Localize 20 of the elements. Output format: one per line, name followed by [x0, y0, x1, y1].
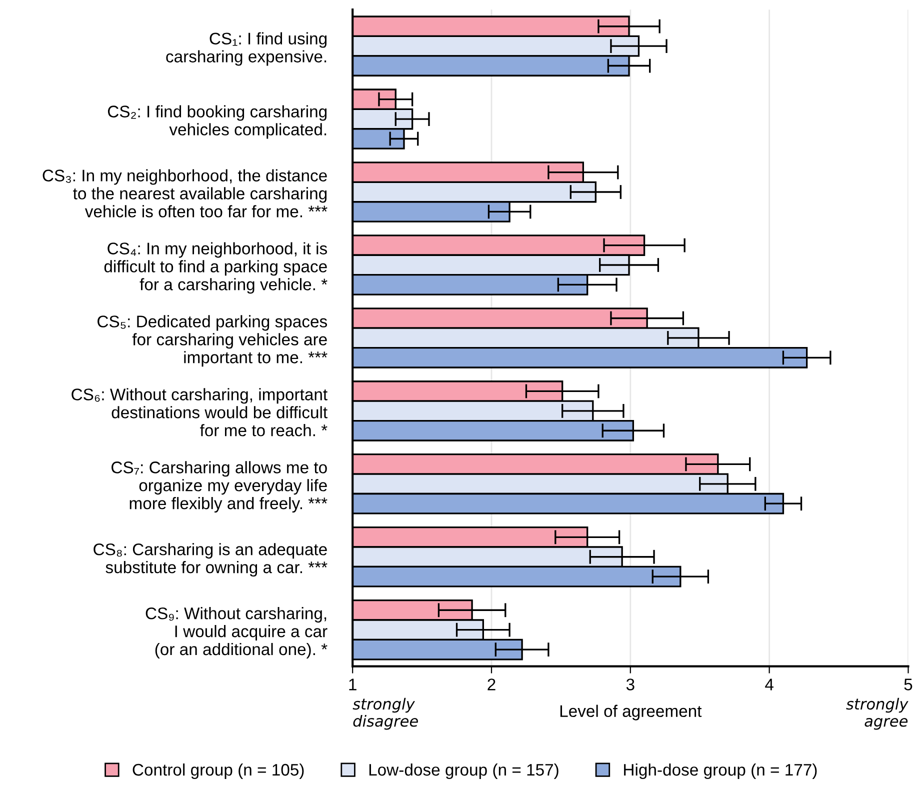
y-tick-label: CS₂: I find booking carsharing vehicles complicated. — [108, 105, 327, 139]
y-tick-label: CS₇: Carsharing allows me to organize my everyday life more flexibly and freely. *** — [112, 461, 328, 513]
y-tick-label: CS₈: Carsharing is an adequate substitute for owning a car. *** — [94, 543, 328, 577]
x-tick-label: 2 — [488, 678, 496, 690]
y-tick-label: CS₄: In my neighborhood, it is difficult to find a parking space for a carsharing vehicle. * — [104, 242, 328, 294]
x-tick-label: 3 — [626, 678, 634, 690]
legend-label: High-dose group (n = 177) — [624, 763, 817, 780]
x-tick-label: 5 — [904, 678, 912, 690]
y-tick-label: CS₁: I find using carsharing expensive. — [166, 32, 327, 66]
x-axis-title: Level of agreement — [560, 704, 702, 720]
x-tick-label: 4 — [765, 678, 774, 690]
x-tick-label: 1 — [349, 678, 356, 690]
y-tick-label: CS₉: Without carsharing, I would acquire a car (or an additional one). * — [146, 607, 328, 658]
y-tick-label: CS₃: In my neighborhood, the distance to the nearest available carsharing vehicle is often too far for me. *** — [42, 169, 328, 218]
text: strongly agree — [846, 698, 908, 730]
text: strongly disagree — [352, 698, 418, 730]
y-tick-label: CS₆: Without carsharing, important destinations would be difficult for me to reach. * — [72, 388, 328, 436]
legend-label: Low-dose group (n = 157) — [369, 763, 558, 780]
legend-label: Control group (n = 105) — [132, 763, 304, 780]
y-tick-label: CS₅: Dedicated parking spaces for carsharing vehicles are important to me. *** — [98, 315, 328, 367]
